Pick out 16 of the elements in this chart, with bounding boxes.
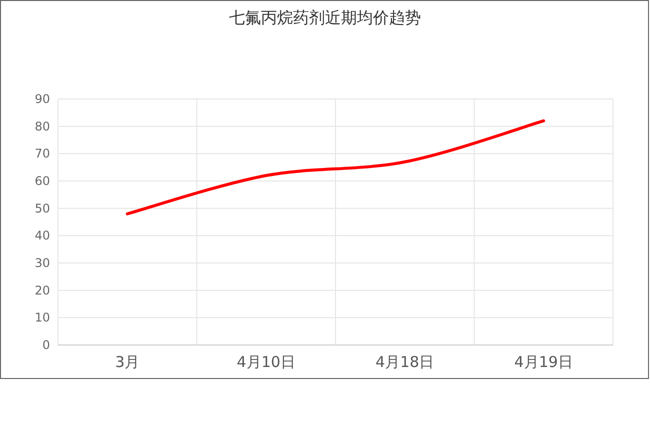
x-tick-label: 3月 — [115, 353, 140, 371]
line-series — [126, 119, 546, 216]
y-tick-label: 0 — [42, 338, 50, 352]
y-tick-label: 20 — [34, 283, 50, 298]
y-tick-label: 10 — [34, 310, 50, 325]
x-tick-label: 4月18日 — [376, 353, 434, 371]
chart-title: 七氟丙烷药剂近期均价趋势 — [229, 8, 421, 27]
x-tick-label: 4月10日 — [236, 353, 296, 371]
y-tick-label: 30 — [34, 256, 50, 270]
x-tick-label: 4月19日 — [514, 353, 573, 371]
y-tick-label: 60 — [34, 174, 50, 188]
y-tick-label: 40 — [34, 228, 50, 243]
y-tick-label: 70 — [34, 146, 50, 161]
y-tick-label: 90 — [34, 92, 50, 106]
y-tick-label: 80 — [34, 119, 50, 134]
y-tick-label: 50 — [34, 201, 50, 216]
